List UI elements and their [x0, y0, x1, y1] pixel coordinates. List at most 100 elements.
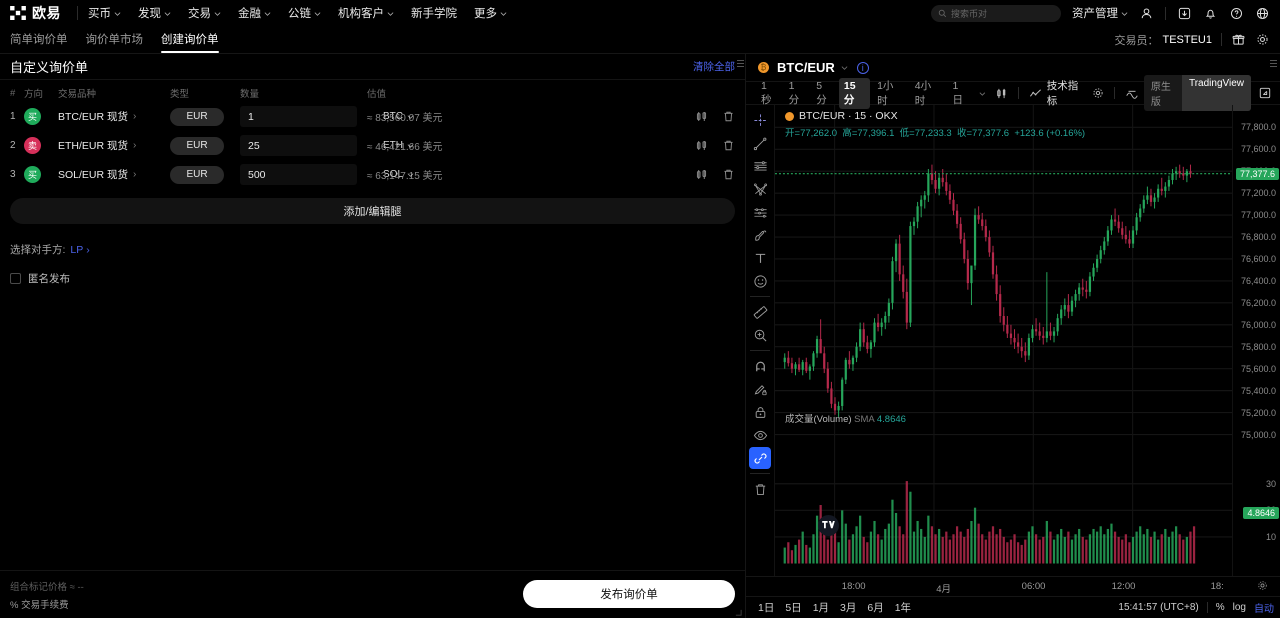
auto-scale-toggle[interactable]: 自动 [1254, 604, 1274, 615]
globe-icon[interactable] [1255, 6, 1270, 21]
technical-indicators-button[interactable]: 技术指标 [1046, 80, 1079, 107]
nav-item-chain[interactable]: 公链 [288, 5, 321, 21]
download-icon[interactable] [1177, 6, 1192, 21]
tab-rfq-market[interactable]: 询价单市场 [86, 26, 144, 53]
text-icon[interactable] [749, 247, 771, 269]
delete-icon[interactable] [722, 139, 735, 152]
quantity-input[interactable] [248, 110, 383, 123]
log-scale-toggle[interactable]: log [1232, 602, 1246, 613]
candle-chart-icon[interactable] [695, 168, 708, 181]
nav-item-academy[interactable]: 新手学院 [411, 5, 457, 21]
chevron-down-icon[interactable] [841, 64, 848, 71]
unit-selector[interactable]: ETH [383, 140, 414, 151]
lock-icon[interactable] [749, 401, 771, 423]
view-mode-tradingview[interactable]: TradingView [1181, 75, 1251, 111]
nav-item-trade[interactable]: 交易 [188, 5, 221, 21]
candlestick-chart[interactable] [775, 105, 1232, 576]
unit-selector[interactable]: SOL [383, 169, 414, 180]
delete-icon[interactable] [722, 168, 735, 181]
tab-create-rfq[interactable]: 创建询价单 [161, 26, 219, 53]
range-3m[interactable]: 3月 [840, 602, 857, 614]
quantity-field[interactable]: SOL [240, 164, 414, 185]
symbol-selector[interactable]: ETH/EUR 现货 › [58, 138, 170, 153]
search-input[interactable]: 搜索币对 [931, 4, 1061, 22]
time-axis[interactable]: 18:00 4月 06:00 12:00 18: [746, 576, 1280, 596]
trendline-icon[interactable] [749, 132, 771, 154]
type-pill[interactable]: EUR [170, 107, 224, 126]
timeframe-1d[interactable]: 1日 [952, 79, 963, 106]
magnet-icon[interactable] [749, 355, 771, 377]
nav-item-institutional[interactable]: 机构客户 [338, 5, 394, 21]
pitchfork-icon[interactable] [749, 178, 771, 200]
range-1y[interactable]: 1年 [894, 602, 912, 614]
range-1m[interactable]: 1月 [812, 602, 830, 614]
clear-all-button[interactable]: 清除全部 [693, 61, 735, 73]
timeframe-1h[interactable]: 1小时 [877, 80, 894, 107]
asset-management-menu[interactable]: 资产管理 [1072, 5, 1128, 21]
panel-drag-handle[interactable] [737, 60, 744, 67]
timeframe-15m[interactable]: 15分 [838, 77, 871, 109]
indicator-icon[interactable] [1026, 87, 1045, 100]
percent-scale-toggle[interactable]: % [1215, 602, 1225, 613]
horizontal-lines-icon[interactable] [749, 155, 771, 177]
timezone-gear-icon[interactable] [1257, 580, 1268, 594]
unit-selector[interactable]: BTC [383, 111, 414, 122]
nav-item-discover[interactable]: 发现 [138, 5, 171, 21]
emoji-icon[interactable] [749, 270, 771, 292]
trash-icon[interactable] [749, 478, 771, 500]
chart-canvas[interactable]: BTC/EUR · 15 · OKX 开=77,262.0 高=77,396.1… [775, 105, 1232, 576]
timeframe-1s[interactable]: 1秒 [761, 79, 772, 106]
panel-drag-handle-right[interactable] [1270, 60, 1277, 67]
quantity-field[interactable]: BTC [240, 106, 414, 127]
bell-icon[interactable] [1203, 6, 1218, 21]
quantity-input[interactable] [248, 139, 383, 152]
ruler-icon[interactable] [749, 301, 771, 323]
symbol-selector[interactable]: SOL/EUR 现货 › [58, 167, 170, 182]
price-axis[interactable]: 77,800.077,600.077,400.077,200.077,000.0… [1232, 105, 1280, 576]
crosshair-icon[interactable] [749, 109, 771, 131]
nav-item-buy-crypto[interactable]: 买币 [88, 5, 121, 21]
direction-badge[interactable]: 卖 [24, 137, 41, 154]
timeframe-5m[interactable]: 5分 [816, 79, 827, 106]
direction-cell[interactable]: 买 [24, 108, 58, 125]
type-pill[interactable]: EUR [170, 165, 224, 184]
gear-icon[interactable] [1089, 87, 1107, 99]
symbol-selector[interactable]: BTC/EUR 现货 › [58, 109, 170, 124]
link-icon[interactable] [749, 447, 771, 469]
direction-cell[interactable]: 卖 [24, 137, 58, 154]
brush-icon[interactable] [749, 224, 771, 246]
view-mode-native[interactable]: 原生版 [1150, 82, 1171, 108]
compare-icon[interactable] [1122, 87, 1142, 100]
candle-chart-icon[interactable] [695, 110, 708, 123]
direction-badge[interactable]: 买 [24, 166, 41, 183]
tradingview-logo[interactable] [818, 515, 839, 536]
patterns-icon[interactable] [749, 201, 771, 223]
chart-type-icon[interactable] [992, 87, 1011, 100]
gift-icon[interactable] [1231, 32, 1246, 47]
timeframe-1m[interactable]: 1分 [788, 79, 800, 106]
anonymous-checkbox[interactable] [10, 273, 21, 284]
info-icon[interactable]: i [856, 61, 869, 74]
timeframe-4h[interactable]: 4小时 [914, 80, 932, 107]
direction-badge[interactable]: 买 [24, 108, 41, 125]
quantity-field[interactable]: ETH [240, 135, 414, 156]
quantity-input[interactable] [248, 168, 383, 181]
candle-chart-icon[interactable] [695, 139, 708, 152]
range-5d[interactable]: 5日 [785, 602, 802, 614]
resize-corner-icon[interactable] [735, 609, 742, 616]
range-1d[interactable]: 1日 [758, 602, 775, 614]
pencil-lock-icon[interactable] [749, 378, 771, 400]
zoom-icon[interactable] [749, 324, 771, 346]
okx-logo[interactable]: 欧易 [10, 3, 61, 23]
type-pill[interactable]: EUR [170, 136, 224, 155]
help-icon[interactable] [1229, 6, 1244, 21]
eye-icon[interactable] [749, 424, 771, 446]
nav-item-more[interactable]: 更多 [474, 5, 507, 21]
delete-icon[interactable] [722, 110, 735, 123]
user-icon[interactable] [1139, 6, 1154, 21]
direction-cell[interactable]: 买 [24, 166, 58, 183]
publish-rfq-button[interactable]: 发布询价单 [523, 580, 735, 608]
range-6m[interactable]: 6月 [867, 602, 884, 614]
chevron-down-icon[interactable] [979, 90, 986, 97]
add-edit-leg-button[interactable]: 添加/编辑腿 [10, 198, 735, 224]
